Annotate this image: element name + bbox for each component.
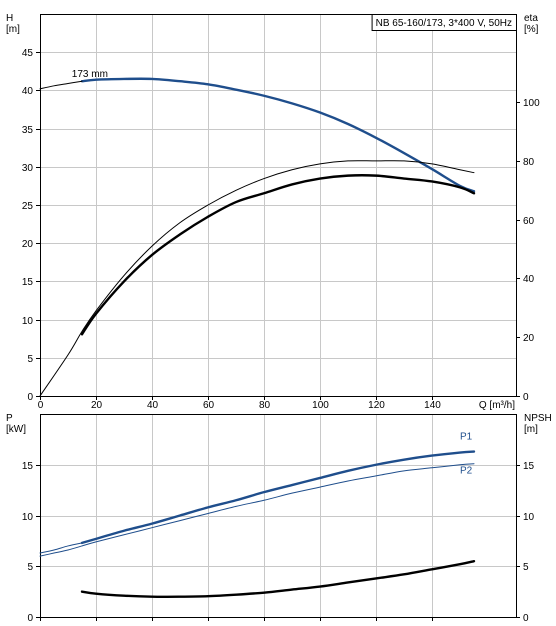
series-line-top-3 <box>80 174 476 336</box>
y-tick-label-left: 0 <box>27 392 33 403</box>
chart-title-text: NB 65-160/173, 3*400 V, 50Hz <box>376 18 512 29</box>
y-tick-label-right: 10 <box>523 512 535 523</box>
series-group <box>39 450 476 598</box>
y-tick-label-left: 15 <box>22 461 34 472</box>
y-tick-label-right: 20 <box>523 333 535 344</box>
y-tick-label-right: 60 <box>523 216 535 227</box>
ticks: 0 20 40 60 80 100 120 140 0 5 10 15 20 25 30 35 40 45 0 20 4… <box>22 48 540 411</box>
series-line-top-1 <box>39 80 83 90</box>
y-tick-label-right: 0 <box>523 613 529 624</box>
series-line-bottom-4 <box>80 559 476 598</box>
x-axis-label: Q [m³/h] <box>479 400 515 411</box>
x-tick-label: 120 <box>368 400 385 411</box>
y-tick-label-right: 0 <box>523 392 529 403</box>
x-tick-label: 100 <box>312 400 329 411</box>
y-axis-label-right-line: eta <box>524 13 538 24</box>
x-tick-label: 40 <box>147 400 159 411</box>
series-line-bottom-2 <box>39 542 83 554</box>
y-tick-label-left: 20 <box>22 239 34 250</box>
chart-panel-top: 0 20 40 60 80 100 120 140 0 5 10 15 20 25 30 35 40 45 0 20 4… <box>22 14 540 411</box>
y-tick-label-left: 10 <box>22 512 34 523</box>
y-axis-label-left-line: H <box>6 13 13 24</box>
y-tick-label-left: 25 <box>22 201 34 212</box>
x-tick-label: 60 <box>203 400 215 411</box>
x-tick-label: 0 <box>38 400 44 411</box>
y-tick-label-right: 5 <box>523 562 529 573</box>
y-axis-label-right-line: [m] <box>524 424 538 435</box>
y-tick-label-right: 40 <box>523 274 535 285</box>
chart-title: NB 65-160/173, 3*400 V, 50Hz <box>371 14 517 31</box>
series-line-top-2 <box>39 160 475 397</box>
plot-frame <box>40 14 517 397</box>
grid <box>40 414 516 617</box>
series-line-top-0 <box>80 77 476 193</box>
series-line-p2 <box>81 463 475 547</box>
x-tick-label: 80 <box>259 400 271 411</box>
series-label-p1: P1 <box>460 432 473 443</box>
y-tick-label-left: 0 <box>27 613 33 624</box>
y-tick-label-left: 45 <box>22 48 34 59</box>
y-axis-label-right-line: [%] <box>524 24 539 35</box>
y-tick-label-left: 5 <box>27 562 33 573</box>
series-label-p2: P2 <box>460 466 473 477</box>
x-tick-label: 140 <box>424 400 441 411</box>
y-tick-label-right: 80 <box>523 157 535 168</box>
ticks: 0 5 10 15 0 5 10 15 <box>22 461 535 624</box>
chart-title-box <box>371 14 517 31</box>
y-axis-label-right: eta[%] <box>524 13 539 35</box>
y-tick-label-left: 35 <box>22 125 34 136</box>
y-axis-label-left: H[m] <box>6 13 20 35</box>
series-group <box>39 77 476 397</box>
chart-panel-bottom: 0 5 10 15 0 5 10 15 P1 P2 <box>22 414 535 624</box>
y-tick-label-left: 10 <box>22 316 34 327</box>
y-tick-label-left: 15 <box>22 277 34 288</box>
series-line-bottom-3 <box>39 545 83 557</box>
series-line-p1 <box>80 450 476 545</box>
y-axis-label-left-line: [m] <box>6 24 20 35</box>
y-tick-label-right: 100 <box>523 98 540 109</box>
y-axis-label-left-line: [kW] <box>6 424 26 435</box>
y-axis-label-right: NPSH[m] <box>524 413 552 435</box>
y-tick-label-left: 30 <box>22 163 34 174</box>
y-axis-label-left-line: P <box>6 413 13 424</box>
y-tick-label-left: 5 <box>27 354 33 365</box>
grid <box>40 14 516 396</box>
y-axis-label-right-line: NPSH <box>524 413 552 424</box>
y-axis-label-left: P[kW] <box>6 413 26 435</box>
y-tick-label-right: 15 <box>523 461 535 472</box>
curve-annotation: 173 mm <box>72 69 108 80</box>
y-tick-label-left: 40 <box>22 86 34 97</box>
x-tick-label: 20 <box>91 400 103 411</box>
